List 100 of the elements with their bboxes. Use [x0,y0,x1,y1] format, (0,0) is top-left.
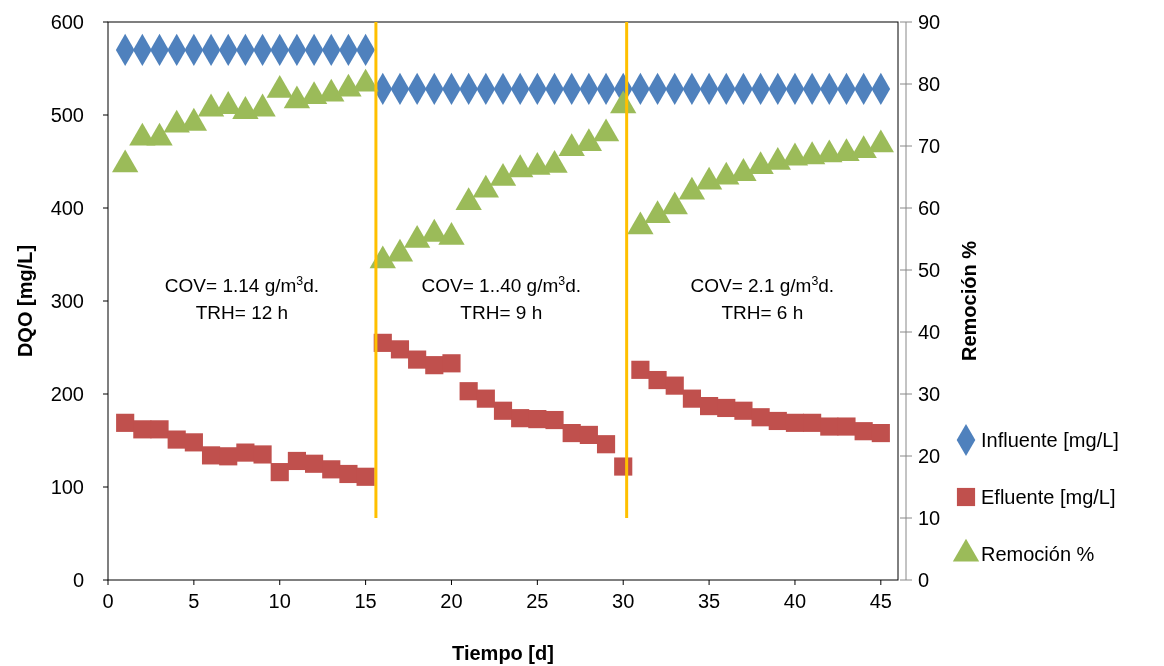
point [116,413,135,432]
point [287,451,306,471]
point [270,463,289,482]
point [768,411,787,431]
point [476,389,495,408]
y2-tick-label: 20 [918,445,941,467]
point [631,360,650,379]
point [236,443,255,462]
point [579,425,598,444]
y-axis-title: DQO [mg/L] [14,244,36,358]
point [682,389,701,408]
x-tick-label: 40 [783,590,807,612]
y2-axis-title: Remoción % [958,240,980,362]
point [339,464,358,484]
x-tick-label: 5 [188,590,200,612]
point [713,161,740,185]
point [356,467,375,486]
annotation: COV= 1.14 g/m$^{3}$d. TRH= 12 h [164,274,320,323]
point [133,420,152,439]
point [322,460,341,479]
x-tick-label: 0 [102,590,114,612]
y2-tick-label: 60 [918,197,941,219]
y-tick-label: 100 [50,476,84,498]
point [575,128,603,152]
point [558,133,585,157]
y2-tick-label: 30 [918,383,941,405]
y2-tick-label: 10 [918,507,941,529]
point [455,187,482,211]
point [335,73,362,97]
point [472,174,499,198]
point [425,356,444,375]
y2-tick-label: 90 [918,11,941,33]
text: COV= 1..40 g/m$^{3}$d. TRH= 9 h [421,274,582,323]
point [150,420,169,439]
point [747,151,774,175]
x-tick-label: 10 [268,590,291,612]
point [403,225,431,248]
point [695,166,723,190]
point [867,129,894,153]
point [545,410,564,430]
point [459,382,478,401]
point [596,435,616,454]
point [184,433,203,452]
point [871,423,890,443]
point [528,410,547,429]
point [644,200,671,224]
y2-tick-label: 50 [918,259,941,281]
point [820,417,839,436]
point [112,149,139,173]
point [730,158,757,181]
point [201,446,221,465]
point [785,413,805,432]
point [803,413,822,432]
point [678,176,706,200]
point [167,430,186,449]
x-tick-label: 25 [526,590,549,612]
point [661,191,688,215]
point [665,376,684,395]
point [493,401,513,420]
x-tick-label: 30 [612,590,635,612]
x-tick-label: 15 [354,590,377,612]
y2-tick-label: 80 [918,73,941,95]
y2-tick-label: 40 [918,321,941,343]
point [163,109,190,133]
point [438,221,465,245]
point [562,423,581,443]
y-tick-label: 400 [50,197,84,219]
point [511,409,530,428]
point [386,238,414,262]
point [390,340,410,359]
point [648,370,667,390]
y2-tick-label: 70 [918,135,941,157]
point [627,211,654,235]
point [408,350,427,369]
legend-label: Influente [mg/L] [981,429,1119,451]
point [751,408,770,427]
legend-label: Efluente [mg/L] [981,486,1116,508]
point [700,397,719,416]
y2-tick-label: 0 [918,569,930,591]
y-tick-label: 600 [50,11,84,33]
point [305,454,324,473]
point [442,354,461,373]
point [253,445,272,464]
point [854,422,873,441]
point [283,85,311,109]
point [232,96,259,119]
x-tick-label: 20 [440,590,463,612]
y-tick-label: 300 [50,290,84,312]
legend-label: Remoción % [981,543,1095,565]
point [717,398,736,418]
x-axis-title: Tiempo [d] [452,642,554,664]
point [489,163,517,186]
point [352,68,379,92]
point [219,447,238,466]
x-tick-label: 35 [697,590,721,612]
point [592,118,620,142]
x-tick-label: 45 [869,590,892,612]
point [734,401,753,420]
y-tick-label: 200 [50,383,84,405]
y-tick-label: 0 [72,569,84,591]
